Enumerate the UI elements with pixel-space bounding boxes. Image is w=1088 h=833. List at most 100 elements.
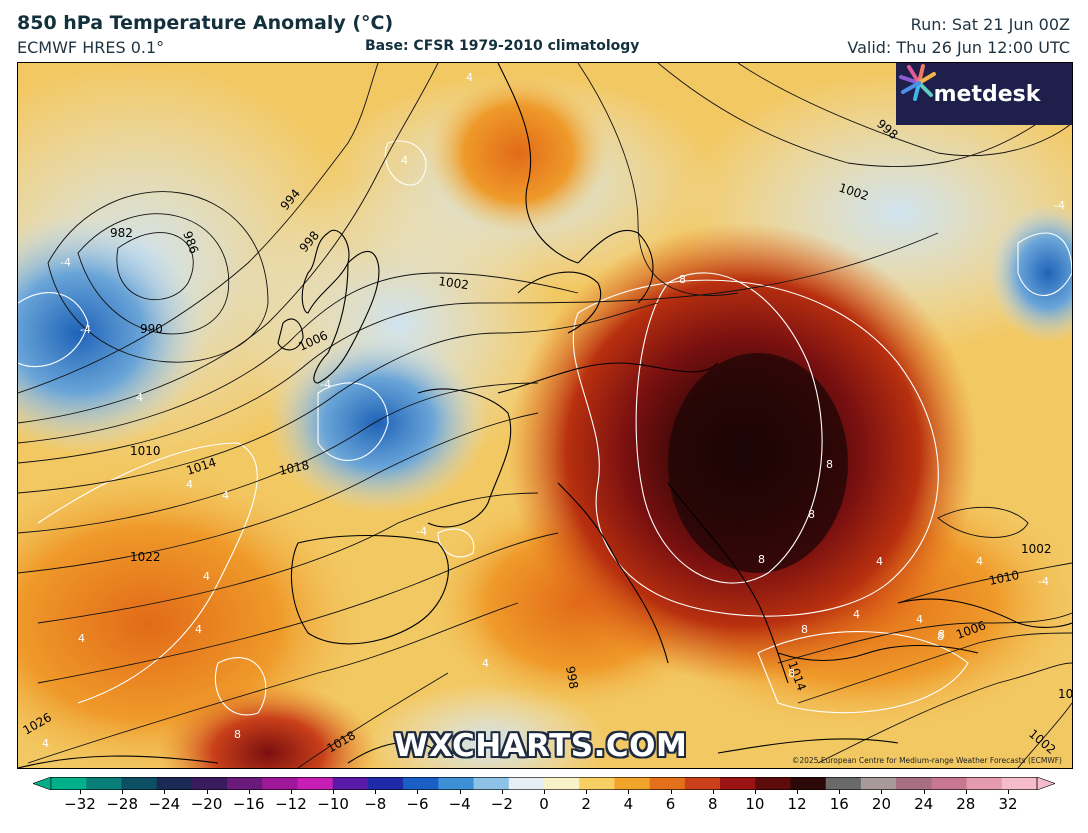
wxcharts-watermark: WXCHARTS.COM (394, 728, 688, 764)
colorbar-tick-mark (248, 790, 250, 794)
isobar-label: 1022 (130, 550, 161, 564)
colorbar-tick-label: 20 (871, 795, 891, 813)
colorbar-segment (579, 777, 616, 790)
colorbar-segment (156, 777, 193, 790)
colorbar-max-arrow (1036, 777, 1055, 790)
colorbar-tick-mark (754, 790, 756, 794)
anomaly-label: 8 (826, 458, 833, 471)
isobar-label: 1002 (1058, 687, 1072, 701)
colorbar-segment (262, 777, 299, 790)
colorbar-tick-mark (881, 790, 883, 794)
isobar-label: 1010 (130, 444, 161, 458)
chart-title: 850 hPa Temperature Anomaly (°C) (17, 12, 394, 34)
colorbar-segment (51, 777, 87, 790)
colorbar-tick-label: −20 (190, 795, 223, 813)
map-graphic: 982 986 990 994 998 1002 1006 1010 1014 … (18, 63, 1072, 768)
colorbar-tick-mark (670, 790, 672, 794)
colorbar-tick-mark (122, 790, 124, 794)
anomaly-label: 4 (876, 555, 883, 568)
isobar-label: 998 (563, 665, 581, 690)
colorbar-tick-label: 8 (707, 795, 718, 813)
cold-anomaly-atlantic-core (18, 213, 208, 453)
colorbar-min-arrow (33, 777, 52, 790)
climatology-base-label: Base: CFSR 1979-2010 climatology (365, 38, 640, 54)
colorbar-tick-mark (1008, 790, 1009, 794)
anomaly-label: 4 (78, 632, 85, 645)
colorbar-segment (403, 777, 439, 790)
colorbar-tick-mark (586, 790, 588, 794)
colorbar-segment (1001, 777, 1038, 790)
colorbar-tick-mark (164, 790, 166, 794)
anomaly-label: -4 (1038, 575, 1049, 588)
colorbar-segment (755, 777, 792, 790)
anomaly-label: -4 (1054, 199, 1065, 212)
valid-time-label: Valid: Thu 26 Jun 12:00 UTC (847, 38, 1070, 57)
colorbar-tick-label: −6 (406, 795, 429, 813)
colorbar (33, 777, 1055, 790)
colorbar-segment (966, 777, 1003, 790)
colorbar-segment (332, 777, 369, 790)
hot-anomaly-morocco (158, 683, 378, 768)
cold-anomaly-biscay (268, 333, 488, 513)
colorbar-tick-label: −24 (148, 795, 181, 813)
colorbar-segment (649, 777, 686, 790)
anomaly-label: 4 (195, 623, 202, 636)
colorbar-tick-label: 28 (956, 795, 976, 813)
colorbar-tick-label: 32 (998, 795, 1018, 813)
anomaly-label: -4 (320, 378, 331, 391)
colorbar-segment (931, 777, 968, 790)
colorbar-tick-mark (375, 790, 377, 794)
anomaly-labels: 4 4 -4 -4 -4 -4 4 4 4 4 -4 4 4 4 8 8 8 8… (42, 71, 1065, 750)
anomaly-label: 8 (937, 630, 944, 643)
colorbar-tick-mark (544, 790, 545, 794)
heat-dome-core (668, 353, 848, 573)
colorbar-segment (121, 777, 158, 790)
colorbar-segment (227, 777, 263, 790)
warm-anomaly-norway (428, 73, 608, 233)
anomaly-label: 4 (186, 478, 193, 491)
colorbar-tick-label: −2 (490, 795, 513, 813)
run-time-label: Run: Sat 21 Jun 00Z (910, 15, 1070, 34)
colorbar-segment (86, 777, 123, 790)
colorbar-tick-mark (290, 790, 292, 794)
colorbar-tick-label: −4 (448, 795, 471, 813)
anomaly-label: 4 (401, 154, 408, 167)
colorbar-segment (684, 777, 721, 790)
colorbar-segment (896, 777, 932, 790)
metdesk-logo-text: metdesk (933, 81, 1041, 107)
colorbar-tick-labels: −32 −28 −24 −20 −16 −12 −10 −8 −6 −4 −2 0 2 4 6 8 10 12 16… (0, 795, 1088, 819)
colorbar-tick-label: 4 (623, 795, 634, 813)
colorbar-tick-label: 6 (665, 795, 676, 813)
metdesk-flower-icon (899, 64, 936, 101)
colorbar-segment (473, 777, 510, 790)
colorbar-tick-mark (80, 790, 81, 794)
anomaly-label: 4 (42, 737, 49, 750)
colorbar-tick-mark (459, 790, 461, 794)
isobar-label: 1018 (278, 458, 311, 478)
anomaly-label: 8 (758, 553, 765, 566)
colorbar-tick-mark (501, 790, 503, 794)
colorbar-tick-label: −8 (364, 795, 387, 813)
colorbar-tick-label: 16 (829, 795, 849, 813)
colorbar-tick-mark (206, 790, 208, 794)
colorbar-segment (860, 777, 897, 790)
colorbar-segment (825, 777, 862, 790)
colorbar-tick-label: 12 (787, 795, 807, 813)
anomaly-label: 8 (808, 508, 815, 521)
anomaly-label: 4 (203, 570, 210, 583)
isobars (18, 63, 1072, 768)
colorbar-segment (720, 777, 756, 790)
anomaly-label: 4 (976, 555, 983, 568)
colorbar-segment (297, 777, 334, 790)
anomaly-map[interactable]: 982 986 990 994 998 1002 1006 1010 1014 … (17, 62, 1073, 769)
colorbar-tick-mark (923, 790, 925, 794)
colorbar-tick-label: −16 (232, 795, 265, 813)
colorbar-tick-mark (712, 790, 714, 794)
metdesk-logo[interactable]: metdesk (896, 63, 1072, 125)
anomaly-label: 8 (679, 273, 686, 286)
colorbar-tick-mark (965, 790, 967, 794)
colorbar-segment (438, 777, 475, 790)
anomaly-label: 4 (136, 391, 143, 404)
cold-anomaly-east (988, 203, 1072, 343)
isobar-label: 1010 (988, 568, 1021, 588)
